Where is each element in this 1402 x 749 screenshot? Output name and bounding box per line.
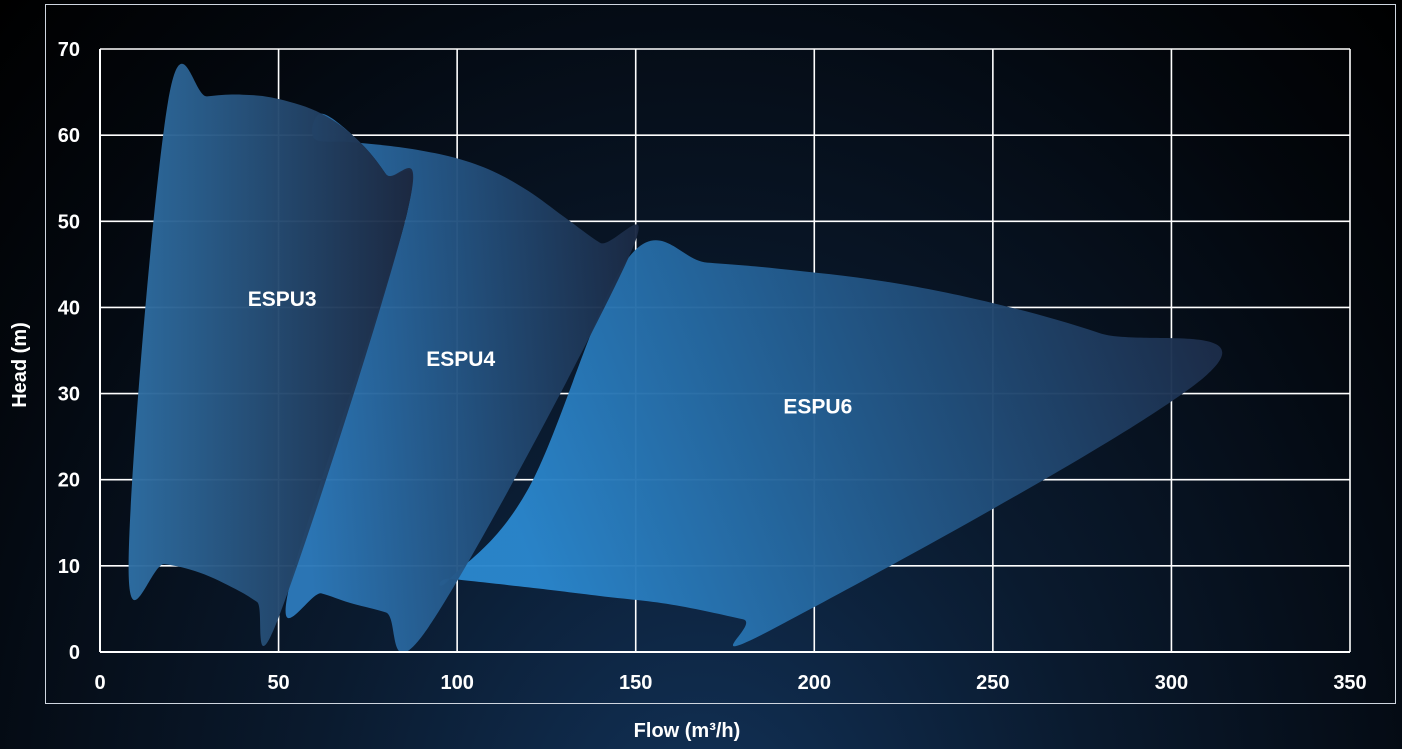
y-tick-label: 70 [58,39,80,61]
x-tick-label: 150 [619,672,652,694]
axes [99,49,1350,653]
y-tick-label: 30 [58,384,80,406]
x-tick-label: 0 [94,672,105,694]
series-label-espu3: ESPU3 [248,288,317,311]
plot-areas [128,63,1223,653]
y-tick-label: 40 [58,297,80,319]
area-espu4 [285,113,639,653]
x-axis-title: Flow (m³/h) [634,720,741,742]
x-tick-label: 250 [976,672,1009,694]
y-axis-title: Head (m) [9,322,31,408]
y-tick-label: 10 [58,556,80,578]
x-tick-label: 50 [267,672,289,694]
area-espu3 [128,63,414,647]
y-tick-label: 50 [58,211,80,233]
labels: 0 50 100 150 200 250 300 350 0 10 20 30 40 50 60 70 ESPU… [58,39,1367,694]
y-tick-label: 20 [58,470,80,492]
x-tick-label: 350 [1333,672,1366,694]
x-tick-label: 100 [440,672,473,694]
x-tick-label: 200 [798,672,831,694]
chart-frame [45,4,1396,704]
y-tick-label: 0 [69,642,80,664]
series-label-espu4: ESPU4 [426,348,495,371]
y-tick-label: 60 [58,125,80,147]
x-tick-label: 300 [1155,672,1188,694]
series-label-espu6: ESPU6 [783,395,852,418]
area-espu6 [439,240,1223,647]
